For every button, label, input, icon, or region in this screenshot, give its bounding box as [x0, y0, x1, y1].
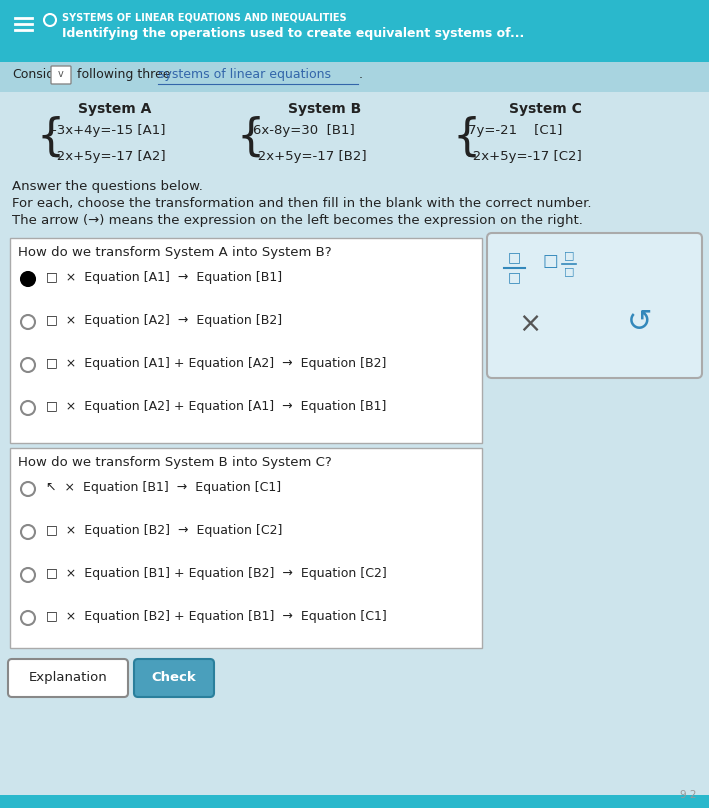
FancyBboxPatch shape — [0, 795, 709, 808]
Text: -2x+5y=-17 [C2]: -2x+5y=-17 [C2] — [468, 150, 582, 163]
Text: System B: System B — [289, 102, 362, 116]
Circle shape — [21, 272, 35, 286]
Text: {: { — [237, 116, 265, 159]
FancyBboxPatch shape — [51, 66, 71, 84]
Text: {: { — [36, 116, 65, 159]
Text: 9 2: 9 2 — [681, 790, 697, 800]
Text: □  ×  Equation [A1]  →  Equation [B1]: □ × Equation [A1] → Equation [B1] — [46, 271, 282, 284]
Text: System A: System A — [78, 102, 152, 116]
FancyBboxPatch shape — [10, 238, 482, 443]
Text: □: □ — [508, 250, 520, 264]
Text: How do we transform System A into System B?: How do we transform System A into System… — [18, 246, 332, 259]
FancyBboxPatch shape — [10, 448, 482, 648]
FancyBboxPatch shape — [487, 233, 702, 378]
Text: □  ×  Equation [B2]  →  Equation [C2]: □ × Equation [B2] → Equation [C2] — [46, 524, 282, 537]
FancyBboxPatch shape — [8, 659, 128, 697]
Text: SYSTEMS OF LINEAR EQUATIONS AND INEQUALITIES: SYSTEMS OF LINEAR EQUATIONS AND INEQUALI… — [62, 13, 347, 23]
Text: -2x+5y=-17 [B2]: -2x+5y=-17 [B2] — [253, 150, 367, 163]
Text: Check: Check — [152, 671, 196, 684]
Text: {: { — [452, 116, 480, 159]
FancyBboxPatch shape — [0, 62, 709, 92]
Text: For each, choose the transformation and then fill in the blank with the correct : For each, choose the transformation and … — [12, 197, 591, 210]
Text: System C: System C — [508, 102, 581, 116]
Text: 6x-8y=30  [B1]: 6x-8y=30 [B1] — [253, 124, 354, 137]
Text: □  ×  Equation [B2] + Equation [B1]  →  Equation [C1]: □ × Equation [B2] + Equation [B1] → Equa… — [46, 610, 386, 623]
Text: Identifying the operations used to create equivalent systems of...: Identifying the operations used to creat… — [62, 27, 524, 40]
Text: How do we transform System B into System C?: How do we transform System B into System… — [18, 456, 332, 469]
Text: systems of linear equations: systems of linear equations — [158, 68, 331, 81]
Text: □  ×  Equation [A2]  →  Equation [B2]: □ × Equation [A2] → Equation [B2] — [46, 314, 282, 327]
Text: ↺: ↺ — [627, 308, 653, 337]
Text: □: □ — [564, 250, 574, 260]
Text: Answer the questions below.: Answer the questions below. — [12, 180, 203, 193]
FancyBboxPatch shape — [0, 0, 709, 62]
Text: .: . — [359, 68, 363, 81]
Text: ×: × — [518, 310, 542, 338]
Text: The arrow (→) means the expression on the left becomes the expression on the rig: The arrow (→) means the expression on th… — [12, 214, 583, 227]
Text: following three: following three — [73, 68, 174, 81]
Text: □: □ — [508, 270, 520, 284]
Text: Consid: Consid — [12, 68, 55, 81]
Text: ↖  ×  Equation [B1]  →  Equation [C1]: ↖ × Equation [B1] → Equation [C1] — [46, 481, 281, 494]
Text: 7y=-21    [C1]: 7y=-21 [C1] — [468, 124, 562, 137]
Text: □: □ — [564, 266, 574, 276]
FancyBboxPatch shape — [134, 659, 214, 697]
Text: -3x+4y=-15 [A1]: -3x+4y=-15 [A1] — [52, 124, 165, 137]
Text: □: □ — [542, 252, 558, 270]
Text: □  ×  Equation [B1] + Equation [B2]  →  Equation [C2]: □ × Equation [B1] + Equation [B2] → Equa… — [46, 567, 386, 580]
Text: -2x+5y=-17 [A2]: -2x+5y=-17 [A2] — [52, 150, 166, 163]
Text: □  ×  Equation [A1] + Equation [A2]  →  Equation [B2]: □ × Equation [A1] + Equation [A2] → Equa… — [46, 357, 386, 370]
Text: v: v — [58, 69, 64, 79]
Text: Explanation: Explanation — [28, 671, 107, 684]
Text: □  ×  Equation [A2] + Equation [A1]  →  Equation [B1]: □ × Equation [A2] + Equation [A1] → Equa… — [46, 400, 386, 413]
